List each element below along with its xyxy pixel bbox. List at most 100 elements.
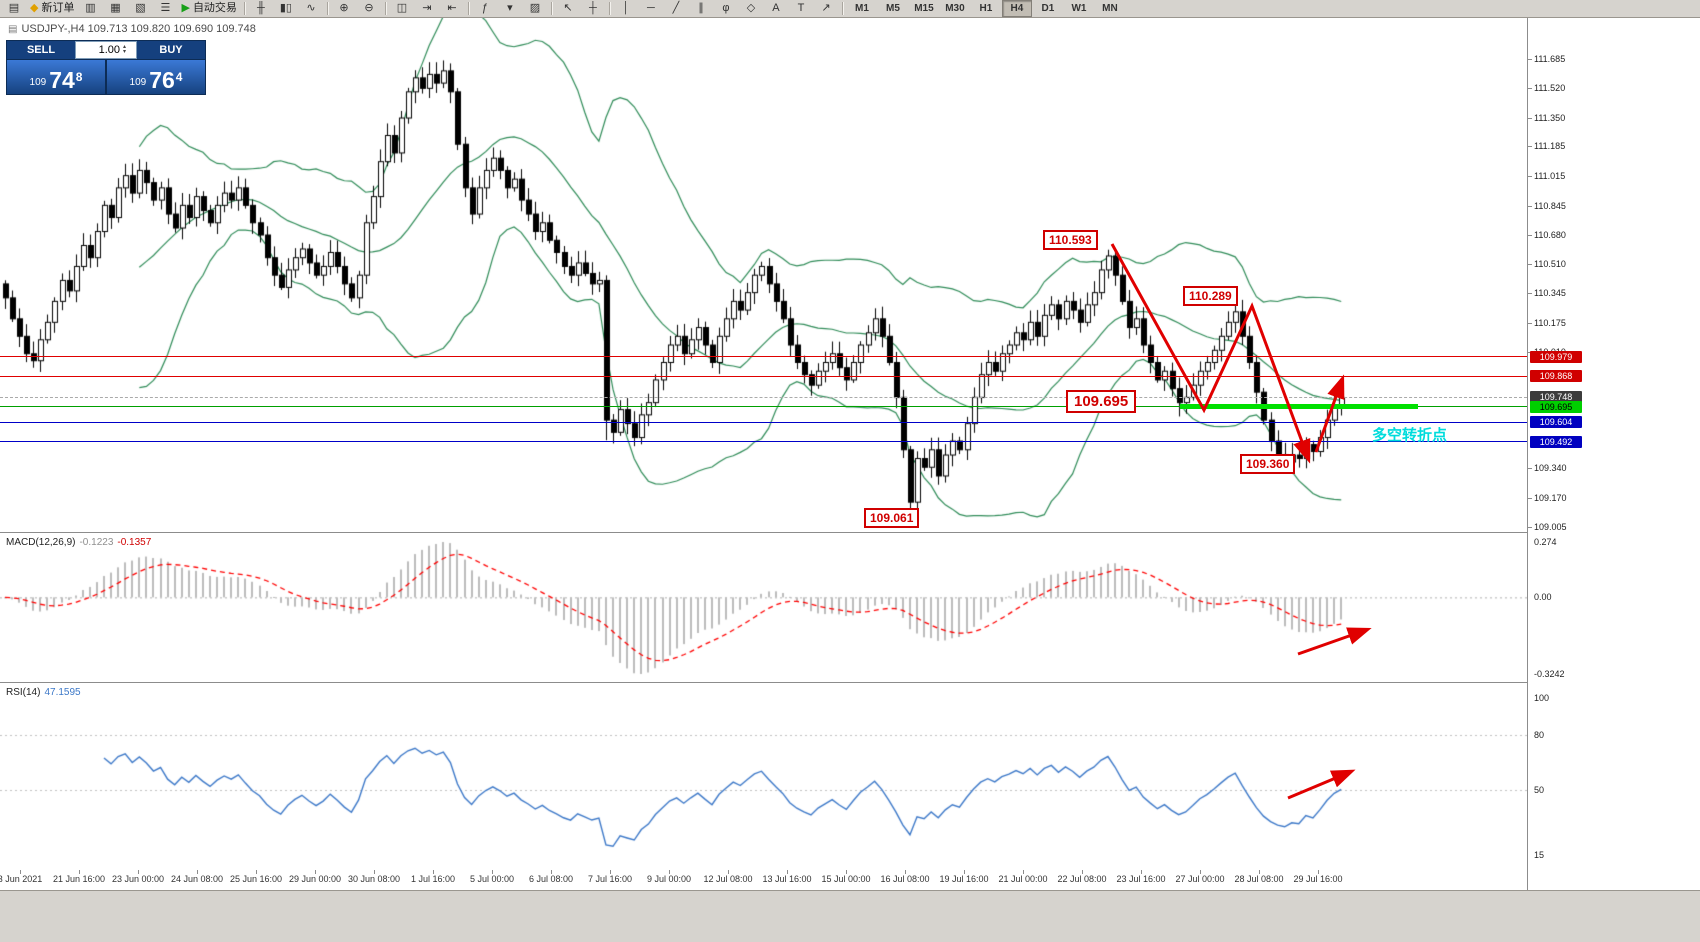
price-axis-tick: [1528, 235, 1532, 236]
data-window-icon[interactable]: ▧: [128, 0, 152, 18]
panel-separator[interactable]: [0, 532, 1700, 533]
text-label-icon[interactable]: T: [789, 0, 813, 18]
timeframe-m1-button[interactable]: M1: [854, 3, 869, 14]
macd-label: MACD(12,26,9) -0.1223 -0.1357: [6, 537, 151, 548]
sell-button[interactable]: SELL: [7, 41, 75, 59]
line-chart-icon[interactable]: ∿: [299, 0, 323, 18]
candlestick-chart-icon: ▮▯: [279, 2, 292, 14]
timeframe-d1-button[interactable]: D1: [1041, 3, 1055, 14]
price-axis[interactable]: 111.685 111.520 111.350 111.185 111.015 110.8…: [1527, 18, 1700, 890]
price-line-109.604[interactable]: [0, 422, 1527, 423]
time-axis-tick: [669, 870, 670, 874]
auto-scroll-icon[interactable]: ⇥: [415, 0, 439, 18]
price-annotation-badge[interactable]: 109.061: [864, 508, 920, 528]
time-axis-tick: [1023, 870, 1024, 874]
price-line-109.695[interactable]: [1180, 404, 1418, 409]
cursor-icon: ↖: [563, 2, 573, 14]
text-icon[interactable]: A: [764, 0, 788, 18]
shapes-icon[interactable]: ◇: [739, 0, 763, 18]
indicators-icon[interactable]: ƒ: [473, 0, 497, 18]
volume-stepper[interactable]: ▴ ▾: [122, 44, 127, 55]
timeframe-h4-button[interactable]: H4: [1001, 0, 1032, 17]
crosshair-icon[interactable]: ┼: [581, 0, 605, 18]
bar-chart-icon[interactable]: ╫: [249, 0, 273, 18]
fibonacci-icon[interactable]: φ: [714, 0, 738, 18]
buy-button[interactable]: BUY: [137, 41, 205, 59]
price-level-box: 109.604: [1530, 416, 1582, 428]
navigator-icon[interactable]: ☰: [153, 0, 177, 18]
candlestick-chart-icon[interactable]: ▮▯: [274, 0, 298, 18]
templates-icon[interactable]: ▨: [523, 0, 547, 18]
timeframe-mn-button[interactable]: MN: [1102, 3, 1118, 14]
zoom-out-icon[interactable]: ⊖: [357, 0, 381, 18]
price-line-109.695[interactable]: [0, 406, 1527, 407]
chart-objects-layer: [0, 18, 1527, 532]
horizontal-line-icon: ─: [647, 2, 655, 14]
trendline-icon[interactable]: ╱: [664, 0, 688, 18]
ask-price-button[interactable]: 109 76 4: [107, 60, 205, 94]
chart-shift-icon[interactable]: ⇤: [440, 0, 464, 18]
text-label-icon: T: [797, 2, 805, 14]
time-axis-label: 22 Jul 08:00: [1057, 874, 1107, 884]
time-axis-label: 3 Jun 2021: [0, 874, 43, 884]
price-annotation-badge[interactable]: 110.289: [1183, 286, 1238, 306]
price-level-box: 109.979: [1530, 351, 1582, 363]
time-axis[interactable]: 3 Jun 2021 21 Jun 16:00 23 Jun 00:00 24 Jun…: [0, 870, 1527, 890]
new-order-icon: ◆: [30, 2, 39, 14]
time-axis-label: 27 Jul 00:00: [1175, 874, 1225, 884]
price-annotation-badge[interactable]: 110.593: [1043, 230, 1098, 250]
volume-down-icon[interactable]: ▾: [123, 49, 127, 55]
price-line-109.492[interactable]: [0, 441, 1527, 442]
toolbar: ▤ ◆ 新订单 ▥ ▦ ▧ ☰ ▶ 自动交易 ╫ ▮▯ ∿ ⊕ ⊖ ◫ ⇥ ⇤ ƒ ▾ ▨ ↖ ┼ │ ─ ╱ ∥ φ ◇ A T ↗ M1 M…: [0, 0, 1700, 18]
timeframe-m15-button[interactable]: M15: [914, 3, 934, 14]
timeframe-w1-button[interactable]: W1: [1071, 3, 1087, 14]
turning-point-label[interactable]: 多空转折点: [1372, 427, 1448, 444]
timeframe-m5-button[interactable]: M5: [885, 3, 900, 14]
time-axis-label: 6 Jul 08:00: [528, 874, 574, 884]
macd-panel-canvas[interactable]: [0, 534, 1527, 682]
time-axis-label: 7 Jul 16:00: [587, 874, 633, 884]
fibonacci-icon: φ: [722, 2, 730, 14]
arrow-object-icon[interactable]: ↗: [814, 0, 838, 18]
price-line-109.979[interactable]: [0, 356, 1527, 357]
equidistant-channel-icon: ∥: [698, 2, 704, 14]
new-order-button[interactable]: ◆ 新订单: [27, 0, 77, 18]
bid-pip: 8: [75, 70, 83, 84]
volume-up-icon[interactable]: ▴: [123, 44, 127, 50]
volume-input[interactable]: [76, 44, 122, 56]
price-line-109.868[interactable]: [0, 376, 1527, 377]
new-chart-icon[interactable]: ▤: [2, 0, 26, 18]
price-annotation-badge[interactable]: 109.360: [1240, 454, 1296, 474]
vertical-line-icon[interactable]: │: [614, 0, 638, 18]
horizontal-line-icon[interactable]: ─: [639, 0, 663, 18]
tile-windows-icon[interactable]: ◫: [390, 0, 414, 18]
price-line-109.748[interactable]: [0, 397, 1527, 398]
panel-separator[interactable]: [0, 682, 1700, 683]
price-annotation-badge[interactable]: 109.695: [1066, 390, 1137, 413]
toolbar-separator: [243, 2, 245, 15]
price-axis-label: 110.175: [1534, 318, 1566, 328]
price-axis-label: 110.345: [1534, 288, 1566, 298]
timeframe-h1-button[interactable]: H1: [979, 3, 993, 14]
market-watch-icon: ▦: [110, 2, 121, 14]
shapes-icon: ◇: [746, 2, 756, 14]
bid-price-button[interactable]: 109 74 8: [7, 60, 105, 94]
timeframe-m30-button[interactable]: M30: [945, 3, 965, 14]
data-window-icon: ▧: [135, 2, 146, 14]
time-axis-tick: [1082, 870, 1083, 874]
periods-icon: ▾: [507, 2, 513, 14]
auto-trading-button[interactable]: ▶ 自动交易: [178, 0, 239, 18]
cursor-icon[interactable]: ↖: [556, 0, 580, 18]
equidistant-channel-icon[interactable]: ∥: [689, 0, 713, 18]
time-axis-label: 13 Jul 16:00: [762, 874, 812, 884]
price-axis-label: 111.350: [1534, 113, 1566, 123]
rsi-panel-canvas[interactable]: [0, 684, 1527, 870]
chart-profiles-icon[interactable]: ▥: [78, 0, 102, 18]
time-axis-tick: [79, 870, 80, 874]
time-axis-label: 21 Jun 16:00: [52, 874, 106, 884]
time-axis-tick: [728, 870, 729, 874]
market-watch-icon[interactable]: ▦: [103, 0, 127, 18]
zoom-in-icon[interactable]: ⊕: [332, 0, 356, 18]
periods-icon[interactable]: ▾: [498, 0, 522, 18]
